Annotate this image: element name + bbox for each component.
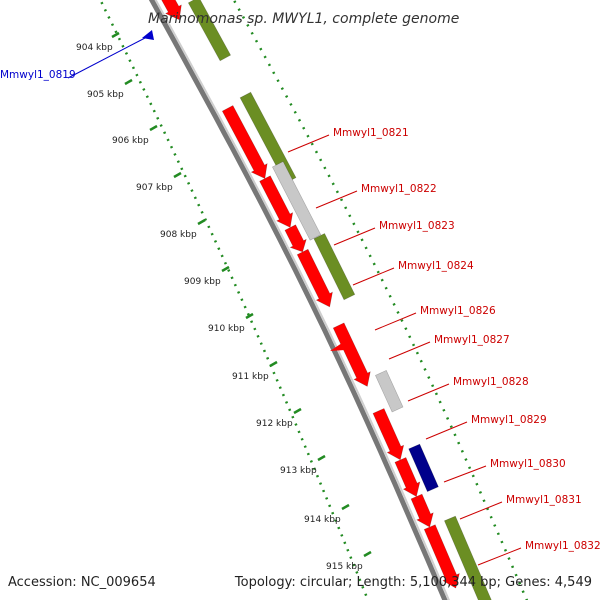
tick-mark: [124, 78, 133, 86]
gene-feature[interactable]: [284, 224, 307, 253]
selected-gene-label[interactable]: Mmwyl1_0819: [0, 69, 76, 81]
tick-label: 909 kbp: [184, 277, 221, 287]
tick-mark: [173, 171, 182, 179]
gene-feature[interactable]: [221, 105, 268, 179]
gene-feature[interactable]: [296, 248, 333, 308]
tick-label: 914 kbp: [304, 515, 341, 525]
rna-feature[interactable]: [187, 0, 232, 62]
gene-label[interactable]: Mmwyl1_0823: [379, 220, 455, 232]
gene-leader-line: [315, 190, 358, 209]
tick-mark: [221, 265, 230, 273]
gene-label[interactable]: Mmwyl1_0829: [471, 414, 547, 426]
tick-mark: [317, 454, 326, 462]
outer-dotted-line: [232, 0, 529, 600]
tick-label: 913 kbp: [280, 466, 317, 476]
gene-leader-line: [459, 501, 503, 520]
page-title: Marinomonas sp. MWYL1, complete genome: [148, 11, 460, 27]
genome-summary: Topology: circular; Length: 5,100,344 bp…: [234, 575, 592, 590]
gene-label[interactable]: Mmwyl1_0830: [490, 458, 566, 470]
gene-leader-line: [407, 383, 450, 402]
rna-feature[interactable]: [444, 515, 492, 600]
rna-feature[interactable]: [313, 233, 356, 301]
gene-feature[interactable]: [151, 0, 182, 21]
tick-mark: [341, 503, 350, 511]
selected-gene-pointer: [142, 30, 154, 40]
tick-mark: [111, 31, 120, 39]
gene-leader-line: [443, 465, 487, 483]
accession-label: Accession: NC_009654: [8, 575, 156, 590]
feature-layer: [151, 0, 492, 600]
label-layer: Mmwyl1_0819 Mmwyl1_0821 Mmwyl1_0822 Mmwyl1_…: [0, 30, 600, 566]
gene-feature[interactable]: [423, 524, 460, 589]
gene-leader-line: [477, 547, 522, 566]
tick-layer: 904 kbp 905 kbp 906 kbp 907 kbp 908 kbp 909 k…: [76, 0, 529, 600]
gene-label[interactable]: Mmwyl1_0821: [333, 127, 409, 139]
gene-leader-line: [425, 421, 468, 440]
tick-label: 908 kbp: [160, 230, 197, 240]
gene-feature[interactable]: [394, 457, 421, 497]
tick-label: 904 kbp: [76, 43, 113, 53]
gene-label[interactable]: Mmwyl1_0831: [506, 494, 582, 506]
gene-label[interactable]: Mmwyl1_0824: [398, 260, 474, 272]
gene-feature[interactable]: [410, 493, 434, 528]
gene-label[interactable]: Mmwyl1_0832: [525, 540, 600, 552]
gene-label[interactable]: Mmwyl1_0822: [361, 183, 437, 195]
gene-leader-line: [374, 312, 417, 331]
backbone-dark: [148, 0, 448, 600]
tick-mark: [149, 124, 158, 132]
tick-label: 907 kbp: [136, 183, 173, 193]
tick-mark: [293, 407, 302, 415]
backbone-layer: [148, 0, 450, 600]
tick-label: 905 kbp: [87, 90, 124, 100]
gene-feature[interactable]: [332, 322, 371, 387]
feature-fragment: [330, 343, 345, 351]
gene-leader-line: [388, 341, 431, 360]
tick-mark: [197, 218, 206, 226]
tick-label: 906 kbp: [112, 136, 149, 146]
backbone-light: [154, 0, 450, 600]
gene-label[interactable]: Mmwyl1_0828: [453, 376, 529, 388]
tick-mark: [245, 312, 254, 320]
gene-label[interactable]: Mmwyl1_0827: [434, 334, 510, 346]
tick-label: 912 kbp: [256, 419, 293, 429]
gene-leader-line: [352, 267, 395, 286]
gene-label[interactable]: Mmwyl1_0826: [420, 305, 496, 317]
tick-mark: [269, 360, 278, 368]
gene-feature[interactable]: [259, 175, 294, 228]
gene-leader-line: [333, 227, 376, 246]
tick-ruler: [99, 0, 370, 600]
selected-gene-feature[interactable]: [408, 443, 439, 492]
gene-feature[interactable]: [372, 408, 405, 461]
tick-label: 915 kbp: [326, 562, 363, 572]
selected-gene-leader: [67, 37, 146, 79]
pseudogene-feature[interactable]: [375, 370, 404, 413]
pseudogene-feature[interactable]: [271, 161, 322, 241]
gene-leader-line: [287, 134, 330, 153]
tick-label: 910 kbp: [208, 324, 245, 334]
tick-label: 911 kbp: [232, 372, 269, 382]
tick-mark: [363, 550, 372, 558]
